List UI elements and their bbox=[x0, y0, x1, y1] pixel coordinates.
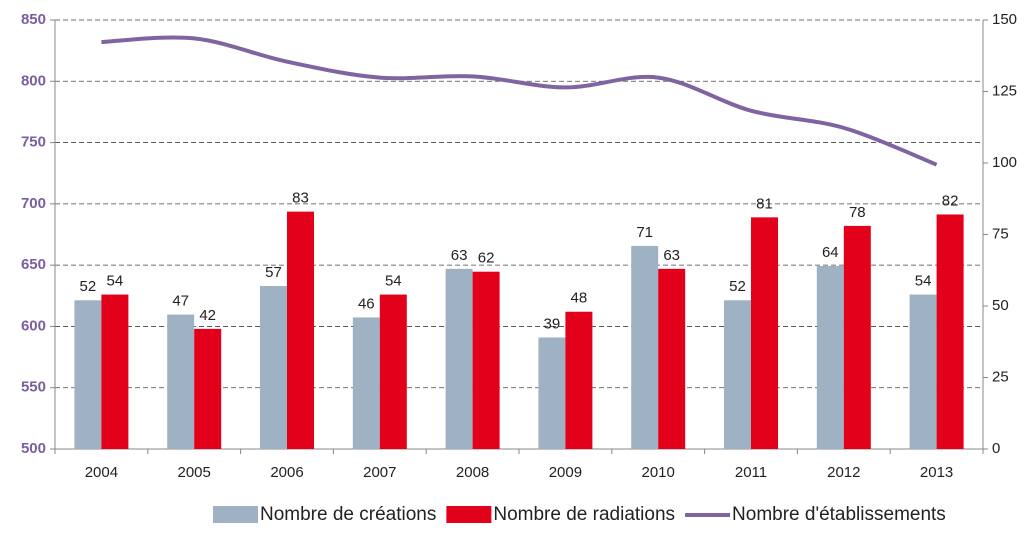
data-label: 52 bbox=[80, 278, 97, 295]
data-label: 54 bbox=[915, 273, 932, 290]
bar bbox=[260, 285, 287, 449]
bar bbox=[724, 300, 751, 449]
line bbox=[101, 35, 938, 167]
data-label: 39 bbox=[544, 315, 561, 332]
data-label: 47 bbox=[172, 293, 189, 310]
y-tick-label: 550 bbox=[21, 379, 46, 396]
bar bbox=[565, 311, 593, 449]
bar bbox=[472, 271, 500, 449]
bar bbox=[167, 314, 195, 449]
data-label: 64 bbox=[822, 244, 839, 261]
data-label: 71 bbox=[636, 224, 653, 241]
data-label: 48 bbox=[571, 290, 588, 307]
y2-tick-label: 125 bbox=[992, 82, 1017, 99]
bar bbox=[287, 211, 314, 449]
bar bbox=[194, 328, 222, 449]
x-tick-label: 2010 bbox=[642, 464, 675, 481]
y2-tick-label: 0 bbox=[992, 440, 1000, 457]
legend-swatch bbox=[213, 506, 258, 523]
y-tick-label: 800 bbox=[21, 72, 46, 89]
x-tick-label: 2011 bbox=[735, 464, 767, 481]
bar bbox=[101, 294, 129, 449]
bar bbox=[631, 245, 659, 449]
x-tick-label: 2006 bbox=[270, 464, 303, 481]
data-label: 63 bbox=[451, 247, 468, 264]
bar bbox=[538, 337, 566, 449]
bar bbox=[936, 214, 964, 449]
data-label: 83 bbox=[292, 190, 309, 207]
y-tick-label: 600 bbox=[21, 317, 46, 334]
bar bbox=[816, 265, 844, 449]
y-tick-label: 750 bbox=[21, 134, 46, 151]
y2-tick-label: 25 bbox=[992, 368, 1009, 385]
bar bbox=[751, 217, 778, 449]
bar bbox=[74, 300, 102, 449]
y2-tick-label: 50 bbox=[992, 297, 1009, 314]
y-tick-label: 650 bbox=[21, 256, 46, 273]
bar bbox=[658, 268, 686, 449]
legend-label: Nombre de créations bbox=[260, 504, 436, 525]
x-tick-label: 2008 bbox=[456, 464, 489, 481]
data-label: 52 bbox=[729, 278, 746, 295]
data-label: 82 bbox=[942, 192, 959, 209]
data-label: 54 bbox=[107, 273, 124, 290]
y2-tick-label: 100 bbox=[992, 154, 1017, 171]
bar bbox=[445, 268, 473, 449]
data-label: 42 bbox=[199, 307, 216, 324]
x-tick-label: 2007 bbox=[363, 464, 396, 481]
x-tick-label: 2005 bbox=[178, 464, 211, 481]
data-label: 81 bbox=[756, 195, 773, 212]
data-label: 62 bbox=[478, 250, 495, 267]
data-label: 78 bbox=[849, 204, 866, 221]
legend-label: Nombre d'établissements bbox=[732, 504, 946, 525]
y-tick-label: 700 bbox=[21, 195, 46, 212]
bar bbox=[843, 225, 871, 449]
data-label: 46 bbox=[358, 295, 375, 312]
legend-swatch bbox=[446, 506, 492, 523]
x-tick-label: 2009 bbox=[549, 464, 582, 481]
bar bbox=[379, 294, 407, 449]
x-tick-label: 2012 bbox=[827, 464, 860, 481]
y2-tick-label: 75 bbox=[992, 225, 1009, 242]
data-label: 63 bbox=[663, 247, 680, 264]
x-tick-label: 2013 bbox=[920, 464, 953, 481]
bar bbox=[909, 294, 937, 449]
bar bbox=[352, 317, 380, 449]
x-tick-label: 2004 bbox=[85, 464, 118, 481]
legend-label: Nombre de radiations bbox=[493, 504, 675, 525]
y2-tick-label: 150 bbox=[992, 11, 1017, 28]
y-tick-label: 850 bbox=[21, 11, 46, 28]
y-tick-label: 500 bbox=[21, 440, 46, 457]
data-label: 57 bbox=[265, 264, 282, 281]
data-label: 54 bbox=[385, 273, 402, 290]
